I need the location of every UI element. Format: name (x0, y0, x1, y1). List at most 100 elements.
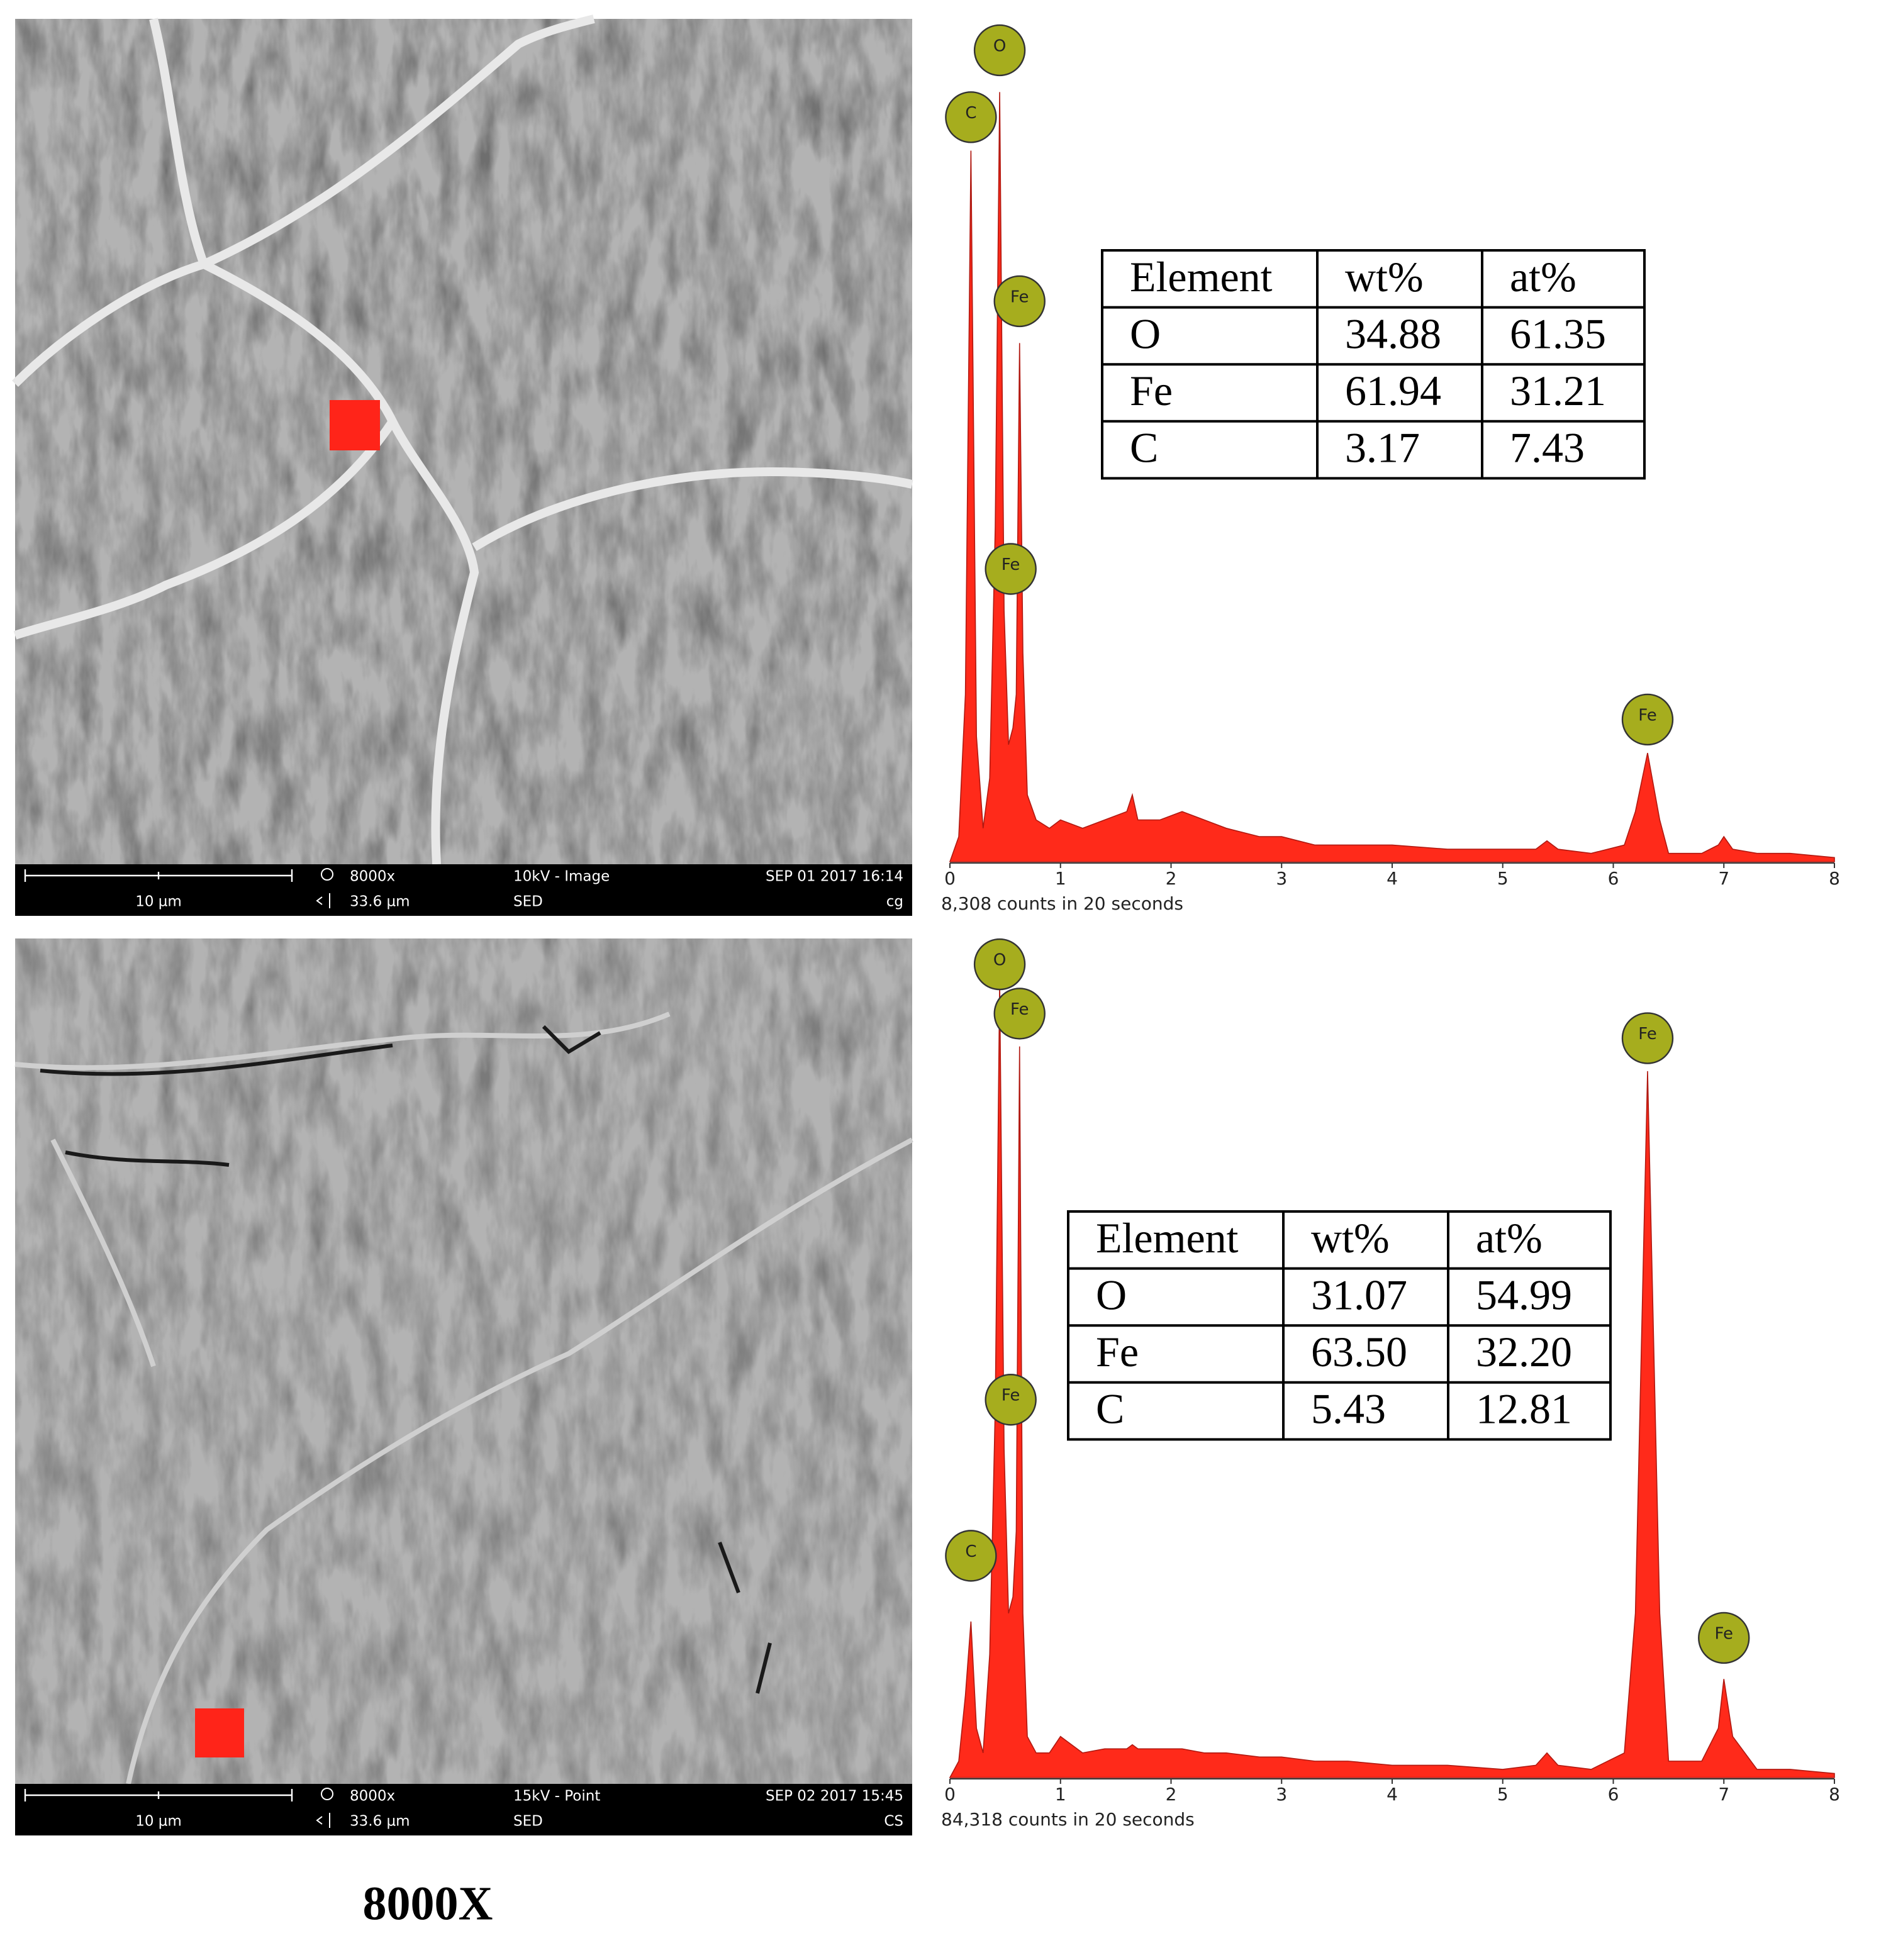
table-cell: C (1130, 424, 1158, 472)
table-header: at% (1476, 1214, 1543, 1262)
table-cell: O (1096, 1271, 1127, 1319)
x-tick-label: 0 (944, 868, 956, 889)
date: SEP 02 2017 15:45 (766, 1788, 903, 1805)
x-tick-label: 1 (1055, 868, 1066, 889)
cracks (40, 1025, 772, 1694)
table-cell: 61.94 (1345, 367, 1441, 415)
magnification: 8000x (350, 869, 395, 885)
x-tick-label: 8 (1829, 868, 1840, 889)
table-header: Element (1130, 253, 1273, 301)
peak-label: Fe (1010, 287, 1029, 306)
table-cell: Fe (1130, 367, 1173, 415)
table-header: wt% (1345, 253, 1424, 301)
x-tick-label: 2 (1166, 868, 1177, 889)
magnification: 8000x (350, 1788, 395, 1805)
sem-panel: 10 µm 8000x 33.6 µm 15kV - Point SED SEP… (14, 938, 913, 1835)
scale-bar (24, 869, 293, 882)
x-tick-label: 8 (1829, 1784, 1840, 1805)
operator: CS (884, 1813, 903, 1830)
mode: 15kV - Point (513, 1788, 600, 1805)
spectrum: 0 1 2 3 4 5 6 7 8 8,308 counts in 20 seconds (941, 92, 1840, 914)
peak-label-marker (945, 1530, 997, 1582)
peak-label-marker (1621, 1012, 1674, 1064)
x-tick-label: 7 (1718, 1784, 1729, 1805)
x-tick-label: 1 (1055, 1784, 1066, 1805)
spectrum-area (949, 92, 1835, 862)
x-tick-label: 5 (1497, 1784, 1509, 1805)
x-tick-label: 4 (1387, 1784, 1398, 1805)
x-tick-label: 2 (1166, 1784, 1177, 1805)
detector: SED (513, 894, 543, 910)
peak-label: Fe (1002, 1386, 1020, 1405)
mode: 10kV - Image (513, 869, 610, 885)
table-header: wt% (1311, 1214, 1390, 1262)
info-bar (15, 1784, 912, 1835)
x-tick-label: 3 (1276, 1784, 1287, 1805)
x-tick-label: 5 (1497, 868, 1509, 889)
peak-label-marker (973, 938, 1026, 991)
element-table: Element wt% at% O 31.07 54.99 Fe 63.50 32.20 C 5.4… (1067, 1210, 1612, 1441)
table-cell: Fe (1096, 1328, 1139, 1376)
hfw: 33.6 µm (350, 1813, 410, 1830)
peak-label-marker (985, 543, 1037, 595)
peak-label-marker (993, 275, 1046, 328)
peak-label-marker (973, 24, 1026, 77)
peak-label-marker (1698, 1612, 1750, 1664)
peak-label: Fe (1638, 1025, 1657, 1044)
sem-texture (15, 938, 912, 1784)
peak-labels: O C Fe Fe Fe (945, 24, 1674, 746)
info-bar (15, 864, 912, 916)
spectrum-area (949, 981, 1835, 1778)
peak-label: Fe (1714, 1624, 1733, 1643)
zoom-icon (321, 1788, 333, 1800)
peak-label: C (965, 104, 976, 123)
peak-label: Fe (1002, 555, 1020, 574)
peak-label: C (965, 1542, 976, 1561)
peak-labels: O Fe Fe C Fe Fe (945, 938, 1750, 1664)
table-cell: 12.81 (1476, 1385, 1572, 1433)
peak-label: O (993, 36, 1006, 55)
peak-label-marker (993, 988, 1046, 1040)
point-marker (195, 1708, 244, 1757)
table-cell: 54.99 (1476, 1271, 1572, 1319)
hfw: 33.6 µm (350, 894, 410, 910)
scale-bar (24, 1789, 293, 1801)
table-cell: 34.88 (1345, 310, 1441, 358)
zoom-icon (321, 868, 333, 881)
table-cell: 31.07 (1311, 1271, 1407, 1319)
table-header: Element (1096, 1214, 1239, 1262)
table-cell: 61.35 (1510, 310, 1606, 358)
x-tick-label: 6 (1608, 1784, 1619, 1805)
peak-label-marker (985, 1374, 1037, 1426)
table-cell: 32.20 (1476, 1328, 1572, 1376)
x-tick-label: 0 (944, 1784, 956, 1805)
x-tick-label: 4 (1387, 868, 1398, 889)
table-header: at% (1510, 253, 1576, 301)
x-tick-label: 3 (1276, 868, 1287, 889)
point-marker (330, 400, 380, 450)
table-cell: 3.17 (1345, 424, 1420, 472)
peak-label: Fe (1638, 706, 1657, 725)
figure-label: 8000X (363, 1877, 493, 1930)
caption: 84,318 counts in 20 seconds (941, 1809, 1195, 1830)
peak-label: Fe (1010, 1000, 1029, 1019)
table-cell: C (1096, 1385, 1124, 1433)
table-cell: 7.43 (1510, 424, 1585, 472)
table-cell: 31.21 (1510, 367, 1606, 415)
x-tick-label: 7 (1718, 868, 1729, 889)
element-table: Element wt% at% O 34.88 61.35 Fe 61.94 31.21 C 3.1… (1101, 249, 1646, 480)
hfw-icon (316, 1813, 330, 1828)
scale-label: 10 µm (135, 1813, 182, 1830)
sem-panel: 10 µm 8000x 33.6 µm 10kV - Image SED SEP… (12, 14, 913, 916)
sem-texture (15, 19, 912, 864)
table-cell: 63.50 (1311, 1328, 1407, 1376)
peak-label: O (993, 951, 1006, 970)
date: SEP 01 2017 16:14 (766, 869, 903, 885)
x-tick-label: 6 (1608, 868, 1619, 889)
table-cell: 5.43 (1311, 1385, 1386, 1433)
hfw-icon (316, 893, 330, 908)
table-cell: O (1130, 310, 1161, 358)
peak-label-marker (1621, 693, 1674, 746)
